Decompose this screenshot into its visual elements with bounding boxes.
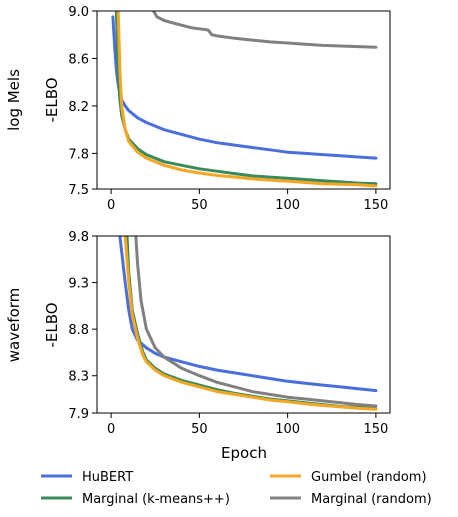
y-tick-label: 8.8 <box>68 323 89 338</box>
legend-entry: Gumbel (random) <box>270 470 427 485</box>
x-tick-label: 0 <box>107 198 115 213</box>
y-axis-label: -ELBO <box>43 77 61 122</box>
y-ticks: 7.5 7.8 8.2 8.6 9.0 <box>68 5 97 198</box>
x-tick-label: 150 <box>363 198 388 213</box>
panel-waveform: waveform -ELBO 7.9 8.3 8.8 9.3 9.8 0 50 100 150… <box>5 230 391 462</box>
y-tick-label: 9.0 <box>68 5 89 20</box>
y-tick-label: 7.9 <box>68 407 89 422</box>
plot-frame <box>96 10 391 190</box>
series-line <box>114 11 378 186</box>
y-tick-label: 8.3 <box>68 370 89 385</box>
legend-entry: Marginal (random) <box>270 492 432 507</box>
series-line <box>152 11 378 49</box>
series-line <box>134 236 378 408</box>
plot-frame <box>96 235 391 414</box>
y-tick-label: 9.3 <box>68 277 89 292</box>
y-axis-label: -ELBO <box>43 302 61 347</box>
legend: HuBERT Gumbel (random) Marginal (k-means… <box>41 470 432 507</box>
series-line <box>125 236 378 411</box>
legend-entry: HuBERT <box>41 470 133 485</box>
row-label: waveform <box>5 288 23 363</box>
x-tick-label: 100 <box>275 422 300 437</box>
legend-entry: Marginal (k-means++) <box>41 492 230 507</box>
x-tick-label: 50 <box>191 422 208 437</box>
legend-label: Gumbel (random) <box>311 470 427 485</box>
series-line <box>123 236 378 411</box>
x-ticks: 0 50 100 150 <box>107 189 388 213</box>
x-axis-label: Epoch <box>221 444 267 462</box>
series-line <box>118 236 378 393</box>
y-tick-label: 8.2 <box>68 100 89 115</box>
x-tick-label: 100 <box>275 198 300 213</box>
x-tick-label: 50 <box>191 198 208 213</box>
legend-label: HuBERT <box>82 470 133 485</box>
y-ticks: 7.9 8.3 8.8 9.3 9.8 <box>68 230 97 422</box>
legend-label: Marginal (random) <box>311 492 432 507</box>
y-tick-label: 9.8 <box>68 230 89 245</box>
row-label: log Mels <box>5 69 23 131</box>
y-tick-label: 7.8 <box>68 147 89 162</box>
y-tick-label: 8.6 <box>68 52 89 67</box>
y-tick-label: 7.5 <box>68 183 89 198</box>
x-tick-label: 0 <box>107 422 115 437</box>
plot-area <box>118 236 378 411</box>
plot-area <box>111 11 378 188</box>
series-line <box>116 11 378 188</box>
x-tick-label: 150 <box>363 422 388 437</box>
legend-label: Marginal (k-means++) <box>82 492 230 507</box>
x-ticks: 0 50 100 150 <box>107 413 388 437</box>
panel-log-mels: log Mels -ELBO 7.5 7.8 8.2 8.6 9.0 0 50 100 150 <box>5 5 391 213</box>
